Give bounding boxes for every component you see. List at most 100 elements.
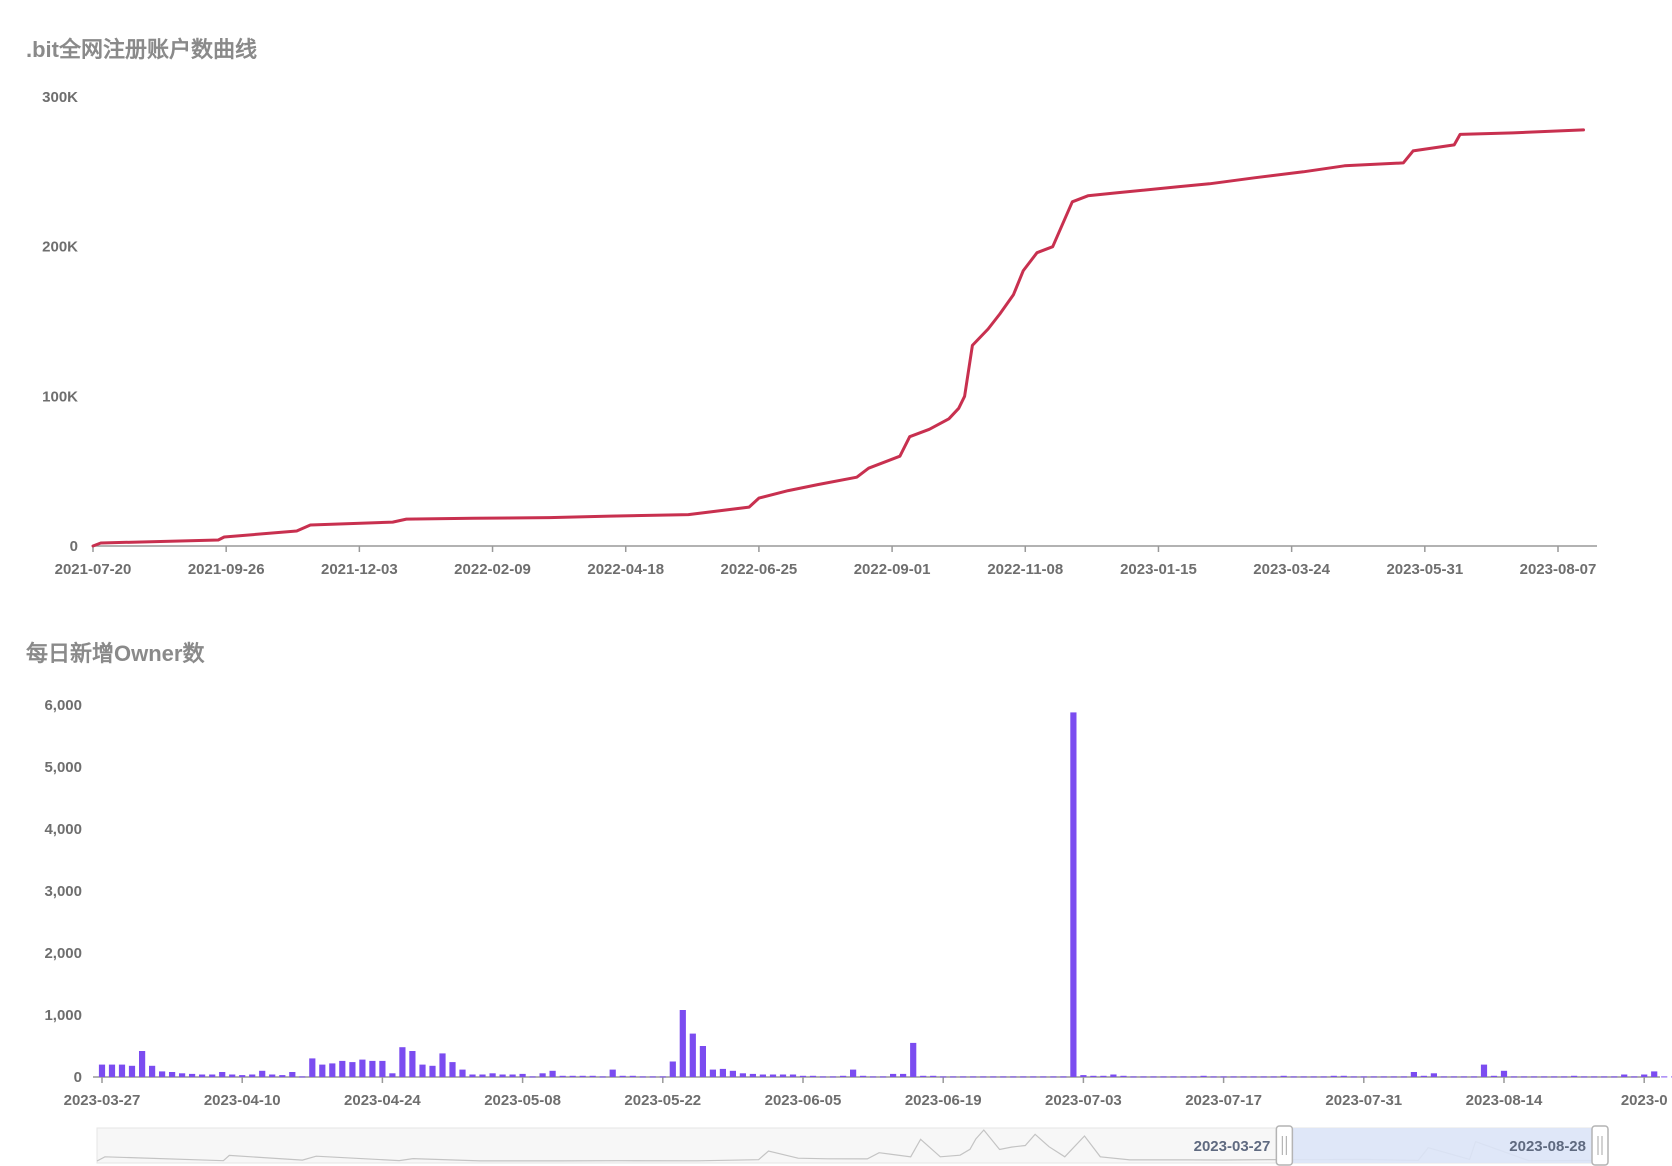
owner-bar bbox=[829, 1076, 837, 1078]
owner-bar bbox=[779, 1074, 787, 1077]
owner-bar bbox=[639, 1076, 646, 1078]
owner-bar bbox=[709, 1069, 716, 1077]
owner-bar bbox=[1380, 1076, 1387, 1078]
owner-bar bbox=[900, 1073, 907, 1077]
x-tick-label: 2021-09-26 bbox=[188, 561, 265, 578]
x-tick-label: 2023-07-17 bbox=[1185, 1092, 1262, 1109]
y-tick-label: 4,000 bbox=[44, 821, 82, 838]
y-tick-label: 1,000 bbox=[44, 1007, 82, 1024]
registered-accounts-line-chart: 0 100K 200K 300K 2021-07-20 2021-09-26 2021-12… bbox=[42, 89, 1597, 578]
owner-bar bbox=[219, 1072, 226, 1077]
y-tick-label: 0 bbox=[70, 538, 78, 555]
owner-bar bbox=[1440, 1076, 1447, 1078]
x-tick-label: 2023-03-27 bbox=[64, 1092, 141, 1109]
owner-bar bbox=[990, 1076, 997, 1078]
x-tick-label: 2023-03-24 bbox=[1253, 561, 1330, 578]
x-tick-label: 2021-12-03 bbox=[321, 561, 398, 578]
x-tick-label: 2023-05-31 bbox=[1386, 561, 1463, 578]
owner-bar bbox=[1120, 1075, 1127, 1077]
x-tick-label: 2022-04-18 bbox=[587, 561, 664, 578]
owner-bar bbox=[1541, 1076, 1548, 1078]
owner-bar bbox=[1100, 1075, 1107, 1077]
owner-bar bbox=[1651, 1071, 1658, 1077]
owner-bar bbox=[379, 1060, 386, 1077]
owner-bar bbox=[629, 1075, 636, 1077]
owner-bar bbox=[469, 1074, 476, 1077]
owner-bar bbox=[1520, 1076, 1528, 1078]
owner-bar bbox=[169, 1072, 176, 1077]
zoom-end-label: 2023-08-28 bbox=[1509, 1138, 1586, 1155]
owner-bar bbox=[1360, 1076, 1367, 1078]
owner-bar bbox=[1631, 1076, 1638, 1078]
owner-bar bbox=[399, 1047, 406, 1077]
y-tick-label: 100K bbox=[42, 388, 78, 405]
y-tick-label: 2,000 bbox=[44, 945, 82, 962]
accounts-series-line bbox=[91, 128, 1585, 548]
x-tick-label: 2022-11-08 bbox=[987, 561, 1063, 578]
owner-bar bbox=[1320, 1076, 1327, 1078]
owner-bar bbox=[1050, 1076, 1057, 1078]
x-tick-label: 2023-08-07 bbox=[1520, 561, 1597, 578]
owner-bar bbox=[1661, 1076, 1668, 1078]
owner-bar bbox=[1220, 1076, 1227, 1078]
owner-bar bbox=[409, 1051, 416, 1077]
owner-bar bbox=[279, 1075, 286, 1077]
owner-bar bbox=[1060, 1076, 1067, 1078]
owner-bar bbox=[1170, 1076, 1177, 1078]
owner-bar bbox=[209, 1074, 216, 1077]
x-tick-label: 2022-09-01 bbox=[854, 561, 931, 578]
y-tick-label: 300K bbox=[42, 89, 78, 106]
owner-bar bbox=[1070, 712, 1077, 1077]
owner-bar bbox=[1611, 1076, 1618, 1078]
owner-bar bbox=[569, 1075, 576, 1077]
owner-bar bbox=[960, 1076, 967, 1078]
y-tick-label: 5,000 bbox=[44, 759, 82, 776]
owner-bar bbox=[729, 1070, 736, 1077]
owner-bar bbox=[128, 1065, 136, 1077]
owner-bar bbox=[619, 1075, 626, 1077]
x-tick-label: 2023-05-08 bbox=[484, 1092, 561, 1109]
owner-bar bbox=[609, 1069, 616, 1077]
owner-bar bbox=[950, 1076, 957, 1078]
owner-bar bbox=[689, 1033, 696, 1077]
owner-bar bbox=[699, 1046, 706, 1077]
owner-bar bbox=[910, 1042, 917, 1077]
owner-bar bbox=[1250, 1076, 1257, 1078]
owner-bar bbox=[1140, 1076, 1147, 1078]
zoom-end-handle[interactable] bbox=[1591, 1125, 1609, 1166]
owner-bar bbox=[1370, 1076, 1377, 1078]
owner-bar bbox=[118, 1064, 126, 1077]
owner-bar bbox=[539, 1073, 546, 1077]
owner-bar bbox=[359, 1059, 366, 1077]
zoom-start-handle[interactable] bbox=[1275, 1125, 1294, 1166]
owner-bar bbox=[1310, 1076, 1317, 1078]
owner-bar bbox=[489, 1073, 496, 1077]
owner-bar bbox=[940, 1076, 947, 1078]
owner-bar bbox=[920, 1075, 927, 1077]
owner-bar bbox=[369, 1060, 376, 1077]
owner-bar bbox=[1450, 1076, 1457, 1078]
owner-bar bbox=[840, 1075, 847, 1077]
owner-bar bbox=[319, 1064, 326, 1077]
owner-bar bbox=[980, 1076, 987, 1078]
owner-bar bbox=[1350, 1076, 1357, 1078]
x-tick-label: 2021-07-20 bbox=[55, 561, 132, 578]
owner-bar bbox=[579, 1075, 586, 1077]
owner-bar bbox=[1210, 1076, 1217, 1078]
owner-bar bbox=[669, 1061, 676, 1077]
owner-bar bbox=[799, 1075, 807, 1077]
owner-bar bbox=[349, 1062, 356, 1077]
owner-bar bbox=[659, 1076, 666, 1078]
owner-bar bbox=[289, 1072, 296, 1077]
owner-bar bbox=[1621, 1074, 1628, 1077]
owner-bar bbox=[850, 1069, 857, 1077]
owner-bar bbox=[389, 1073, 396, 1077]
owner-bar bbox=[1480, 1064, 1488, 1077]
owner-bar bbox=[1090, 1075, 1097, 1077]
owner-bar bbox=[229, 1074, 236, 1077]
owner-bar bbox=[809, 1075, 817, 1077]
owner-bar bbox=[769, 1074, 777, 1077]
y-tick-label: 3,000 bbox=[44, 883, 82, 900]
owner-bar bbox=[1510, 1076, 1518, 1078]
